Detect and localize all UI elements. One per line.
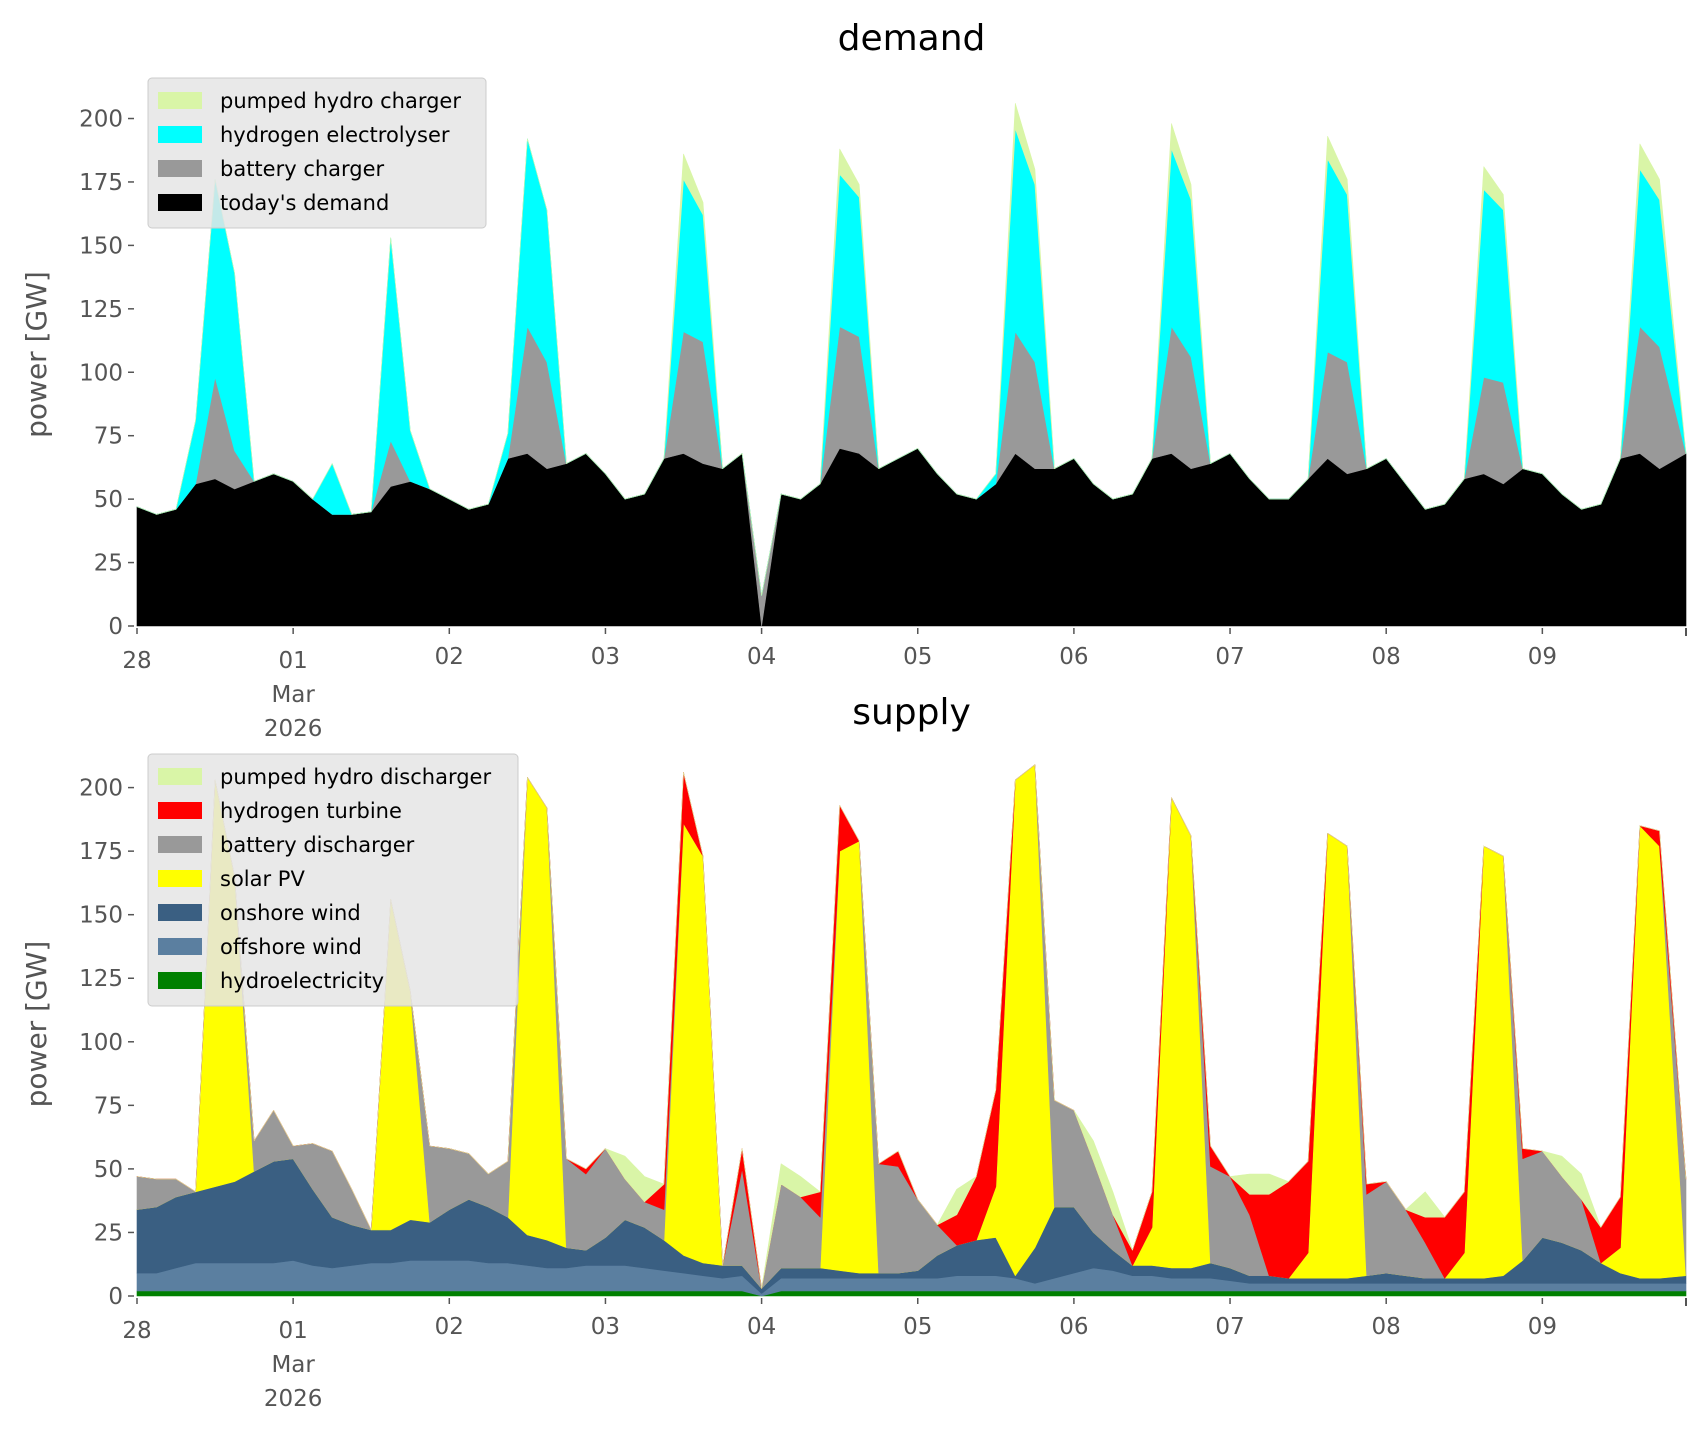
x-tick-month: Mar: [271, 1352, 315, 1378]
x-tick-label: 28: [122, 1318, 151, 1344]
legend-box: [147, 753, 519, 1007]
legend-swatch: [158, 972, 202, 989]
y-tick-label: 125: [79, 966, 123, 992]
x-tick-month: Mar: [271, 682, 315, 708]
legend-label: battery discharger: [220, 833, 415, 857]
legend-swatch: [158, 768, 202, 785]
y-tick-label: 75: [94, 1093, 123, 1119]
area-pumped-hydro-discharger: [136, 764, 1687, 1289]
y-tick-label: 25: [94, 1220, 123, 1246]
x-tick-label: 07: [1215, 1314, 1244, 1340]
legend-swatch: [158, 802, 202, 819]
x-tick-label: 01: [279, 1318, 308, 1344]
y-tick-label: 100: [79, 360, 123, 386]
legend-label: today's demand: [220, 191, 389, 215]
x-tick-label: 01: [279, 648, 308, 674]
legend-label: hydrogen turbine: [220, 799, 402, 823]
y-tick-label: 175: [79, 839, 123, 865]
y-tick-label: 25: [94, 551, 123, 577]
x-tick-label: 08: [1372, 1314, 1401, 1340]
legend-label: battery charger: [220, 157, 385, 181]
supply-chart: supply 0 25 50 75 100 125 150 175 200 power [GW] 28…: [20, 692, 1687, 1412]
chart-title: supply: [852, 692, 971, 733]
legend-label: offshore wind: [220, 935, 362, 959]
x-tick-year: 2026: [264, 1386, 323, 1412]
legend-label: pumped hydro discharger: [220, 765, 491, 789]
area-hydroelectricity: [136, 1290, 1687, 1297]
legend-swatch: [158, 160, 202, 177]
y-axis-label: power [GW]: [20, 271, 53, 438]
legend-label: hydroelectricity: [220, 969, 384, 993]
legend-box: [147, 77, 487, 229]
demand-chart: demand 0 25 50 75 100 125 150 175 200 power [GW] 28…: [20, 18, 1687, 742]
y-tick-label: 150: [79, 233, 123, 259]
legend: pumped hydro charger hydrogen electrolyse…: [147, 77, 487, 229]
chart-title: demand: [838, 18, 986, 59]
y-tick-label: 150: [79, 903, 123, 929]
y-tick-label: 175: [79, 170, 123, 196]
y-tick-label: 125: [79, 297, 123, 323]
y-tick-label: 0: [108, 1284, 123, 1310]
x-tick-label: 09: [1528, 1314, 1557, 1340]
x-tick-label: 03: [591, 1314, 620, 1340]
area-pumped-hydro-charger: [136, 103, 1687, 596]
legend-swatch: [158, 836, 202, 853]
legend: pumped hydro discharger hydrogen turbine b…: [147, 753, 519, 1007]
x-tick-label: 02: [435, 1314, 464, 1340]
x-tick-label: 07: [1215, 644, 1244, 670]
legend-label: onshore wind: [220, 901, 361, 925]
x-tick-label: 06: [1059, 644, 1088, 670]
x-tick-label: 04: [747, 644, 776, 670]
y-tick-label: 75: [94, 424, 123, 450]
legend-swatch: [158, 870, 202, 887]
x-tick-label: 04: [747, 1314, 776, 1340]
y-tick-label: 50: [94, 1157, 123, 1183]
y-tick-label: 0: [108, 614, 123, 640]
legend-swatch: [158, 92, 202, 109]
x-tick-label: 06: [1059, 1314, 1088, 1340]
x-tick-label: 05: [903, 644, 932, 670]
x-tick-label: 03: [591, 644, 620, 670]
legend-swatch: [158, 938, 202, 955]
y-tick-label: 200: [79, 107, 123, 133]
legend-label: hydrogen electrolyser: [220, 123, 450, 147]
x-tick-label: 08: [1372, 644, 1401, 670]
x-tick-label: 09: [1528, 644, 1557, 670]
legend-swatch: [158, 194, 202, 211]
x-tick-label: 28: [122, 648, 151, 674]
y-tick-label: 100: [79, 1030, 123, 1056]
legend-swatch: [158, 904, 202, 921]
legend-label: pumped hydro charger: [220, 89, 461, 113]
legend-label: solar PV: [220, 867, 305, 891]
y-axis-label: power [GW]: [20, 941, 53, 1108]
legend-swatch: [158, 126, 202, 143]
x-tick-label: 02: [435, 644, 464, 670]
x-tick-label: 05: [903, 1314, 932, 1340]
y-tick-label: 50: [94, 487, 123, 513]
y-tick-label: 200: [79, 776, 123, 802]
x-tick-year: 2026: [264, 716, 323, 742]
area-today-s-demand: [136, 448, 1687, 627]
